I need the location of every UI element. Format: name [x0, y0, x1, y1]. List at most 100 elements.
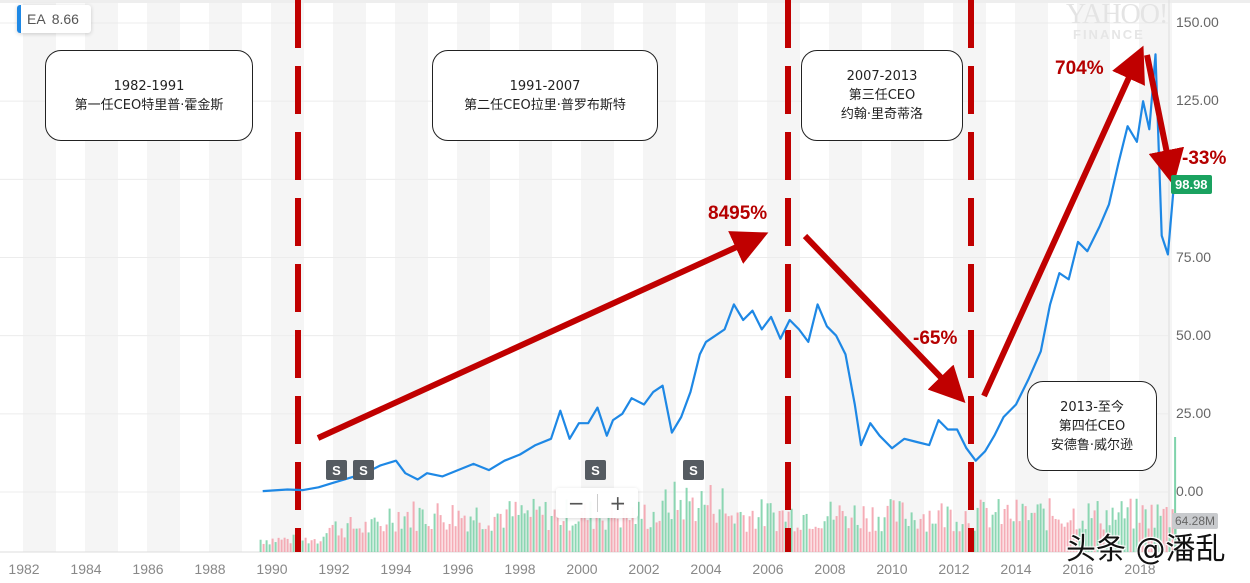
volume-bar	[1174, 437, 1177, 552]
volume-bar	[1048, 498, 1051, 552]
volume-bar	[985, 507, 988, 552]
volume-bar	[496, 513, 499, 552]
ceo-box-line: 1991-2007	[509, 78, 581, 94]
volume-bar	[292, 534, 295, 552]
volume-bar	[1165, 507, 1168, 552]
volume-bar	[568, 530, 571, 552]
ticker-value: 8.66	[51, 11, 79, 27]
volume-bar	[637, 501, 640, 552]
volume-bar	[409, 527, 412, 552]
volume-bar	[877, 516, 880, 552]
zoom-out-button[interactable]: −	[556, 488, 597, 518]
x-tick-label: 2010	[876, 561, 908, 577]
trend-arrow	[316, 231, 769, 441]
volume-bar	[952, 531, 955, 552]
ceo-box-line: 第二任CEO拉里·普罗布斯特	[464, 97, 626, 113]
ticker-badge[interactable]: EA 8.66	[17, 5, 91, 33]
x-tick-label: 2016	[1062, 561, 1094, 577]
volume-bar	[649, 527, 652, 552]
volume-bar	[1075, 529, 1078, 552]
volume-bar	[1150, 504, 1153, 552]
volume-bar	[349, 517, 352, 552]
volume-bar	[337, 535, 340, 552]
volume-bar	[856, 524, 859, 552]
volume-bar	[532, 498, 535, 552]
volume-bar	[373, 517, 376, 552]
x-tick-label: 2002	[628, 561, 660, 577]
price-line[interactable]	[262, 53, 1176, 493]
volume-bar	[844, 516, 847, 552]
volume-bar	[436, 503, 439, 552]
percent-change-annotation: -33%	[1182, 148, 1227, 169]
volume-bar	[304, 537, 307, 552]
volume-bar	[289, 543, 292, 552]
toutiao-watermark: 头条 @潘乱	[1066, 532, 1226, 567]
y-tick-label: 50.00	[1176, 326, 1212, 343]
volume-bar	[559, 524, 562, 552]
volume-bar	[430, 528, 433, 552]
volume-bar	[739, 511, 742, 552]
volume-bar	[979, 499, 982, 552]
volume-bar	[355, 528, 358, 552]
volume-bar	[802, 514, 805, 552]
volume-bar	[397, 511, 400, 552]
volume-bar	[325, 533, 328, 552]
volume-bar	[1093, 510, 1096, 552]
volume-bar	[391, 522, 394, 552]
volume-bar	[400, 528, 403, 552]
volume-bar	[736, 512, 739, 552]
volume-bar	[271, 538, 274, 552]
volume-bar	[817, 527, 820, 552]
volume-bar	[778, 510, 781, 552]
volume-bar	[679, 499, 682, 552]
volume-bar	[841, 510, 844, 552]
volume-bar	[367, 532, 370, 552]
volume-bar	[346, 523, 349, 552]
volume-bar	[721, 488, 724, 552]
volume-bar	[313, 539, 316, 552]
volume-bar	[946, 506, 949, 552]
volume-bar	[490, 530, 493, 552]
volume-bar	[1111, 507, 1114, 552]
volume-bar	[481, 529, 484, 552]
volume-bar	[376, 521, 379, 552]
volume-bar	[1129, 498, 1132, 552]
volume-bar	[1000, 524, 1003, 552]
stock-split-marker[interactable]: S	[353, 460, 374, 480]
volume-bar	[364, 521, 367, 552]
volume-bar	[838, 505, 841, 552]
stock-split-marker[interactable]: S	[585, 460, 606, 480]
volume-bar	[406, 511, 409, 552]
ceo-tenure-box: 2013-至今 第四任CEO 安德鲁·威尔逊	[1027, 381, 1157, 471]
volume-bar	[478, 522, 481, 552]
volume-bar	[262, 543, 265, 552]
ceo-box-line: 第四任CEO	[1058, 418, 1126, 434]
zoom-in-button[interactable]: +	[598, 488, 639, 518]
volume-bar	[898, 501, 901, 552]
volume-bar	[1084, 529, 1087, 552]
stock-split-marker[interactable]: S	[326, 460, 347, 480]
volume-bar	[1138, 522, 1141, 552]
volume-bar	[316, 543, 319, 552]
volume-bar	[1021, 503, 1024, 552]
volume-bar	[1159, 515, 1162, 552]
volume-bar	[595, 515, 598, 552]
volume-bar	[799, 529, 802, 552]
volume-bar	[1135, 498, 1138, 552]
volume-bar	[1144, 509, 1147, 552]
volume-bar	[1096, 501, 1099, 552]
volume-bar	[538, 506, 541, 552]
volume-bar	[994, 512, 997, 552]
volume-bar	[274, 542, 277, 552]
year-band	[395, 0, 428, 552]
volume-bar	[910, 512, 913, 552]
volume-bar	[775, 531, 778, 552]
x-tick-label: 1986	[132, 561, 164, 577]
volume-bar	[592, 528, 595, 552]
volume-bar	[643, 504, 646, 552]
volume-bar	[1024, 506, 1027, 552]
volume-bar	[487, 525, 490, 552]
volume-bar	[607, 516, 610, 552]
stock-split-marker[interactable]: S	[683, 460, 704, 480]
year-band	[705, 0, 738, 552]
